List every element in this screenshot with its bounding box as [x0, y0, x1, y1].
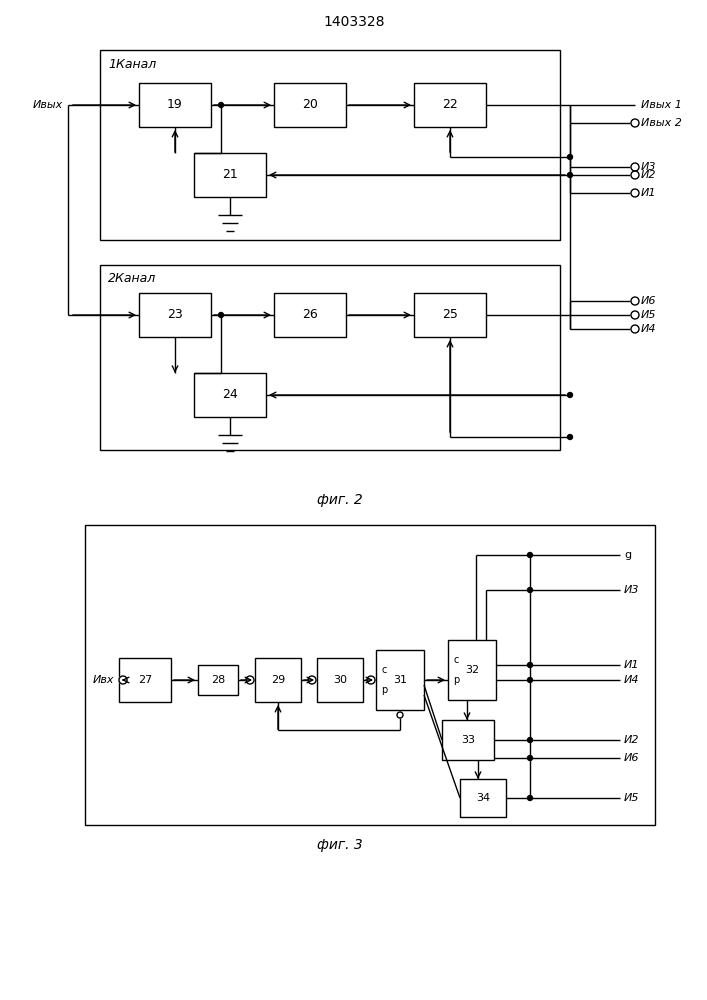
- Text: 1Канал: 1Канал: [108, 57, 156, 70]
- Circle shape: [119, 676, 127, 684]
- Bar: [460, 779, 506, 817]
- Text: И2: И2: [624, 735, 640, 745]
- Text: 2Канал: 2Канал: [108, 272, 156, 286]
- Text: И3: И3: [641, 162, 657, 172]
- Text: И3: И3: [624, 585, 640, 595]
- Text: 23: 23: [167, 308, 183, 322]
- Text: фиг. 2: фиг. 2: [317, 493, 363, 507]
- Circle shape: [568, 392, 573, 397]
- Circle shape: [218, 312, 223, 318]
- Text: p: p: [381, 685, 387, 695]
- Text: Ивых 2: Ивых 2: [641, 118, 682, 128]
- Circle shape: [246, 676, 254, 684]
- Text: 30: 30: [333, 675, 347, 685]
- Text: 33: 33: [461, 735, 475, 745]
- Circle shape: [527, 552, 532, 558]
- Circle shape: [631, 189, 639, 197]
- Text: 19: 19: [167, 99, 183, 111]
- Circle shape: [527, 796, 532, 800]
- Text: c: c: [453, 655, 458, 665]
- Circle shape: [308, 676, 316, 684]
- Text: 27: 27: [138, 675, 152, 685]
- Bar: [414, 83, 486, 127]
- Circle shape: [568, 434, 573, 440]
- Text: И1: И1: [641, 188, 657, 198]
- Circle shape: [527, 678, 532, 682]
- Text: И2: И2: [641, 170, 657, 180]
- Circle shape: [631, 311, 639, 319]
- Text: фиг. 3: фиг. 3: [317, 838, 363, 852]
- Text: 31: 31: [393, 675, 407, 685]
- Circle shape: [568, 172, 573, 178]
- Text: Ивых 1: Ивых 1: [641, 100, 682, 110]
- Text: И4: И4: [641, 324, 657, 334]
- Circle shape: [367, 676, 375, 684]
- Bar: [139, 83, 211, 127]
- Bar: [100, 50, 560, 240]
- Text: 24: 24: [222, 388, 238, 401]
- Text: 32: 32: [465, 665, 479, 675]
- Text: g: g: [624, 550, 631, 560]
- Text: И5: И5: [641, 310, 657, 320]
- Bar: [119, 658, 171, 702]
- Text: И5: И5: [624, 793, 640, 803]
- Bar: [139, 293, 211, 337]
- Bar: [274, 293, 346, 337]
- Circle shape: [631, 163, 639, 171]
- Text: 29: 29: [271, 675, 285, 685]
- Circle shape: [631, 171, 639, 179]
- Text: p: p: [453, 675, 460, 685]
- Bar: [448, 640, 496, 700]
- Bar: [100, 265, 560, 450]
- Circle shape: [568, 154, 573, 159]
- Text: 25: 25: [442, 308, 458, 322]
- Bar: [85, 525, 655, 825]
- Circle shape: [631, 325, 639, 333]
- Text: 21: 21: [222, 168, 238, 182]
- Circle shape: [397, 712, 403, 718]
- Bar: [376, 650, 424, 710]
- Bar: [317, 658, 363, 702]
- Circle shape: [527, 756, 532, 760]
- Circle shape: [631, 297, 639, 305]
- Text: c: c: [381, 665, 386, 675]
- Circle shape: [631, 119, 639, 127]
- Text: 22: 22: [442, 99, 458, 111]
- Circle shape: [527, 587, 532, 592]
- Bar: [274, 83, 346, 127]
- Text: И6: И6: [641, 296, 657, 306]
- Circle shape: [527, 662, 532, 668]
- Bar: [414, 293, 486, 337]
- Text: И6: И6: [624, 753, 640, 763]
- Bar: [255, 658, 301, 702]
- Text: И1: И1: [624, 660, 640, 670]
- Text: И4: И4: [624, 675, 640, 685]
- Bar: [198, 665, 238, 695]
- Circle shape: [527, 738, 532, 742]
- Text: 34: 34: [476, 793, 490, 803]
- Text: 28: 28: [211, 675, 225, 685]
- Text: Ивх: Ивх: [93, 675, 115, 685]
- Bar: [194, 373, 266, 417]
- Text: Ивых: Ивых: [33, 100, 63, 110]
- Bar: [194, 153, 266, 197]
- Text: 1403328: 1403328: [323, 15, 385, 29]
- Circle shape: [218, 103, 223, 107]
- Text: 20: 20: [302, 99, 318, 111]
- Text: 26: 26: [302, 308, 318, 322]
- Bar: [442, 720, 494, 760]
